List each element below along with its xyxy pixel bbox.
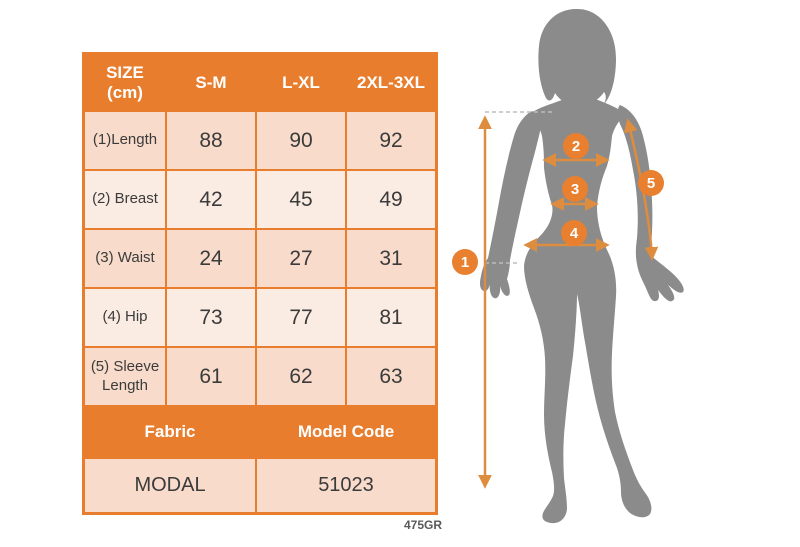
row-label-length: (1)Length — [85, 112, 165, 169]
row-label-sleeve-length: (5) Sleeve Length — [85, 348, 165, 405]
row-label-hip: (4) Hip — [85, 289, 165, 346]
marker-4-hip-icon: 4 — [561, 220, 587, 246]
silhouette-left-arm — [480, 111, 543, 299]
body-silhouette — [480, 8, 684, 524]
value-breast-sm: 42 — [167, 171, 255, 228]
header-cell-2xl-3xl: 2XL-3XL — [347, 55, 435, 110]
header-cell-l-xl: L-XL — [257, 55, 345, 110]
value-waist-sm: 24 — [167, 230, 255, 287]
model-code-header: Model Code — [257, 407, 435, 457]
size-chart-table: SIZE (cm) S-M L-XL 2XL-3XL (1)Length 88 … — [82, 52, 438, 515]
marker-2-breast-icon: 2 — [563, 133, 589, 159]
silhouette-right-arm — [617, 105, 684, 302]
row-label-breast: (2) Breast — [85, 171, 165, 228]
value-hip-lxl: 77 — [257, 289, 345, 346]
marker-3-waist-icon: 3 — [562, 176, 588, 202]
value-length-sm: 88 — [167, 112, 255, 169]
value-length-2xl3xl: 92 — [347, 112, 435, 169]
weight-note: 475GR — [403, 518, 442, 532]
value-length-lxl: 90 — [257, 112, 345, 169]
value-breast-2xl3xl: 49 — [347, 171, 435, 228]
value-sleeve-sm: 61 — [167, 348, 255, 405]
marker-1-length-icon: 1 — [452, 249, 478, 275]
value-waist-lxl: 27 — [257, 230, 345, 287]
value-breast-lxl: 45 — [257, 171, 345, 228]
header-cell-size-cm: SIZE (cm) — [85, 55, 165, 110]
value-sleeve-lxl: 62 — [257, 348, 345, 405]
header-cell-s-m: S-M — [167, 55, 255, 110]
fabric-header: Fabric — [85, 407, 255, 457]
model-code-value: 51023 — [257, 459, 435, 512]
value-hip-sm: 73 — [167, 289, 255, 346]
marker-5-sleeve-icon: 5 — [638, 170, 664, 196]
fabric-value: MODAL — [85, 459, 255, 512]
body-measurement-diagram — [478, 8, 684, 524]
value-hip-2xl3xl: 81 — [347, 289, 435, 346]
row-label-waist: (3) Waist — [85, 230, 165, 287]
value-sleeve-2xl3xl: 63 — [347, 348, 435, 405]
value-waist-2xl3xl: 31 — [347, 230, 435, 287]
silhouette-head — [538, 8, 616, 106]
